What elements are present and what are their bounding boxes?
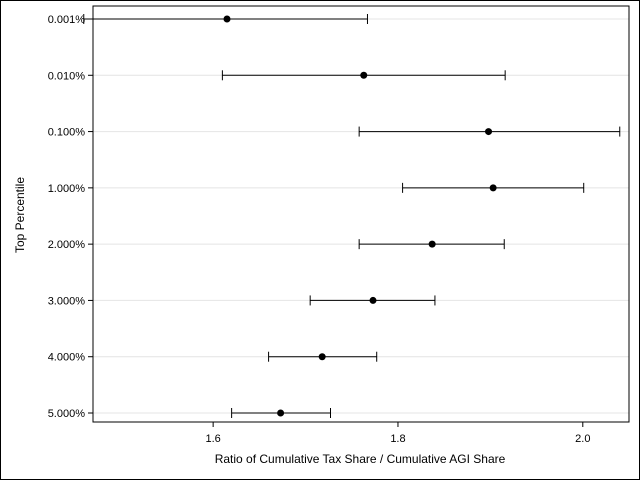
x-axis-label: Ratio of Cumulative Tax Share / Cumulati… [215, 452, 506, 466]
error-bar-point [402, 182, 585, 193]
estimate-marker [318, 353, 326, 361]
estimate-marker [489, 184, 497, 192]
x-axis: 1.6 1.8 2.0 [205, 422, 590, 445]
error-bar-point [358, 126, 621, 137]
error-bar-point [221, 70, 506, 81]
error-bar-point [309, 295, 436, 306]
estimate-marker [485, 128, 493, 136]
error-bar-point [231, 408, 332, 418]
error-bar-point [358, 239, 505, 250]
plot-area [92, 5, 630, 423]
y-tick-label: 0.010% [48, 70, 86, 82]
error-bar-point [268, 351, 378, 362]
estimate-marker [428, 240, 436, 248]
y-tick-label: 2.000% [48, 239, 86, 251]
estimate-marker [223, 15, 231, 23]
y-tick-label: 3.000% [48, 295, 86, 307]
y-tick-label: 1.000% [48, 183, 86, 195]
x-tick-label: 2.0 [575, 433, 590, 445]
grid-lines [93, 18, 629, 414]
x-tick-label: 1.8 [390, 433, 405, 445]
y-tick-label: 0.001% [48, 14, 86, 26]
y-tick-label: 0.100% [48, 127, 86, 139]
estimate-marker [369, 296, 377, 304]
estimate-marker [277, 409, 285, 417]
data-series [83, 14, 621, 418]
y-tick-label: 4.000% [48, 352, 86, 364]
error-bar-point [83, 14, 368, 24]
y-axis: 0.001% 0.010% 0.100% 1.000% 2.000% 3.000% 4.00… [48, 14, 93, 420]
estimate-marker [360, 71, 368, 79]
y-tick-label: 5.000% [48, 408, 86, 420]
x-tick-label: 1.6 [205, 433, 220, 445]
y-axis-label: Top Percentile [13, 177, 27, 253]
